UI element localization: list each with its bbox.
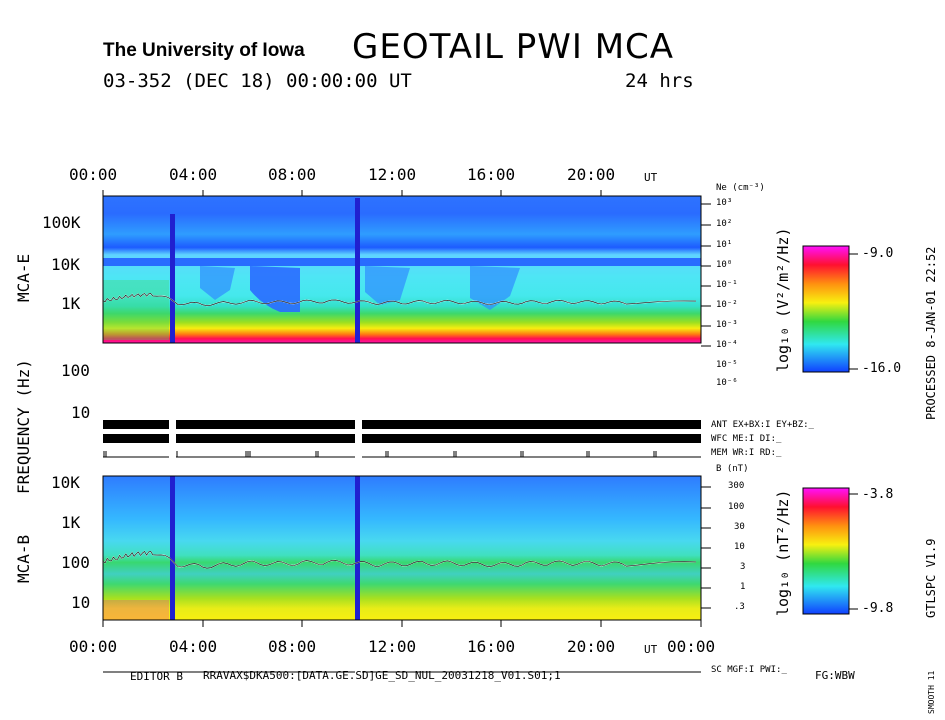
- bottom-xtick-5: 20:00: [567, 637, 616, 656]
- footer-path: RRAVAX$DKA500:[DATA.GE.SD]GE_SD_NUL_2003…: [203, 669, 561, 682]
- top-xtick-1: 04:00: [169, 165, 218, 184]
- mca-b-gap-1: [170, 476, 175, 620]
- mca-e-gap-1: [170, 214, 175, 343]
- top-xtick-5: 20:00: [567, 165, 616, 184]
- mca-e-colorbar: [802, 245, 850, 373]
- mca-e-spectrogram: [102, 195, 702, 344]
- status-wfc: WFC ME:I DI:_: [711, 434, 782, 444]
- ne-tick-6: 10⁻³: [716, 320, 738, 330]
- plot-title: GEOTAIL PWI MCA: [352, 27, 675, 67]
- top-ytick-4: 10: [71, 403, 91, 422]
- processed-label: PROCESSED 8-JAN-01 22:52: [924, 246, 938, 420]
- mca-e-cbar-max: -9.0: [862, 246, 894, 261]
- ne-tick-2: 10¹: [716, 240, 733, 250]
- ne-tick-8: 10⁻⁵: [716, 360, 738, 370]
- top-xtick-2: 08:00: [268, 165, 317, 184]
- mca-b-label: MCA-B: [14, 534, 33, 583]
- university-name: The University of Iowa: [103, 40, 305, 61]
- mca-e-gap-2: [355, 198, 360, 343]
- status-ant: ANT EX+BX:I EY+BZ:_: [711, 420, 814, 430]
- bottom-ytick-2: 100: [61, 553, 90, 572]
- mca-b-cbar-max: -3.8: [862, 487, 894, 502]
- duration-label: 24 hrs: [625, 70, 694, 92]
- top-xtick-0: 00:00: [69, 165, 118, 184]
- ne-tick-4: 10⁻¹: [716, 280, 738, 290]
- top-xtick-3: 12:00: [368, 165, 417, 184]
- b-tick-5: 1: [740, 582, 746, 592]
- bottom-xtick-1: 04:00: [169, 637, 218, 656]
- date-line: 03-352 (DEC 18) 00:00:00 UT: [103, 70, 412, 92]
- b-tick-4: 3: [740, 562, 746, 572]
- ne-tick-9: 10⁻⁶: [716, 378, 738, 388]
- bottom-xtick-0: 00:00: [69, 637, 118, 656]
- top-ytick-0: 100K: [42, 213, 81, 232]
- top-ytick-3: 100: [61, 361, 90, 380]
- mca-b-gap-2: [355, 476, 360, 620]
- bottom-xtick-2: 08:00: [268, 637, 317, 656]
- mca-e-label: MCA-E: [14, 253, 33, 302]
- b-tick-0: 300: [728, 481, 745, 491]
- ne-tick-5: 10⁻²: [716, 300, 738, 310]
- status-mem: MEM WR:I RD:_: [711, 448, 782, 458]
- bottom-ytick-3: 10: [71, 593, 91, 612]
- bottom-xtick-4: 16:00: [467, 637, 516, 656]
- mca-b-cbar-min: -9.8: [862, 601, 894, 616]
- bottom-ut-label: UT: [644, 643, 658, 656]
- bottom-ytick-1: 1K: [61, 513, 81, 532]
- footer-editor: EDITOR B: [130, 670, 183, 683]
- b-tick-2: 30: [734, 522, 745, 532]
- mca-e-cbar-min: -16.0: [862, 361, 902, 376]
- mca-e-cbar-label: log₁₀ (V²/m²/Hz): [774, 227, 792, 373]
- status-bars: [103, 420, 701, 673]
- b-tick-6: .3: [734, 602, 745, 612]
- mca-b-field: [103, 476, 701, 620]
- footer-fg: FG:WBW: [815, 669, 855, 682]
- status-sc: SC MGF:I PWI:_: [711, 665, 787, 675]
- b-tick-3: 10: [734, 542, 745, 552]
- ne-tick-3: 10⁰: [716, 260, 733, 270]
- bottom-ytick-0: 10K: [51, 473, 80, 492]
- frequency-axis-label: FREQUENCY (Hz): [14, 359, 33, 494]
- mca-b-colorbar: [802, 487, 850, 615]
- top-xtick-4: 16:00: [467, 165, 516, 184]
- bottom-xtick-6: 00:00: [667, 637, 716, 656]
- smooth-label: SMOOTH 11: [927, 670, 936, 714]
- b-axis-label: B (nT): [716, 464, 749, 474]
- mca-e-10k-band: [103, 258, 701, 266]
- ne-tick-7: 10⁻⁴: [716, 340, 738, 350]
- ne-tick-1: 10²: [716, 219, 733, 229]
- mca-b-cbar-label: log₁₀ (nT²/Hz): [774, 489, 792, 616]
- right-axis-ticks: [701, 203, 711, 609]
- mca-b-spectrogram: [102, 475, 702, 621]
- top-ytick-1: 10K: [51, 255, 80, 274]
- bottom-xtick-3: 12:00: [368, 637, 417, 656]
- top-ut-label: UT: [644, 171, 658, 184]
- b-tick-1: 100: [728, 502, 745, 512]
- gtlspc-label: GTLSPC V1.9: [924, 538, 938, 618]
- x-tick-marks: [102, 190, 702, 627]
- top-ytick-2: 1K: [61, 294, 81, 313]
- ne-axis-label: Ne (cm⁻³): [716, 183, 765, 193]
- ne-tick-0: 10³: [716, 198, 733, 208]
